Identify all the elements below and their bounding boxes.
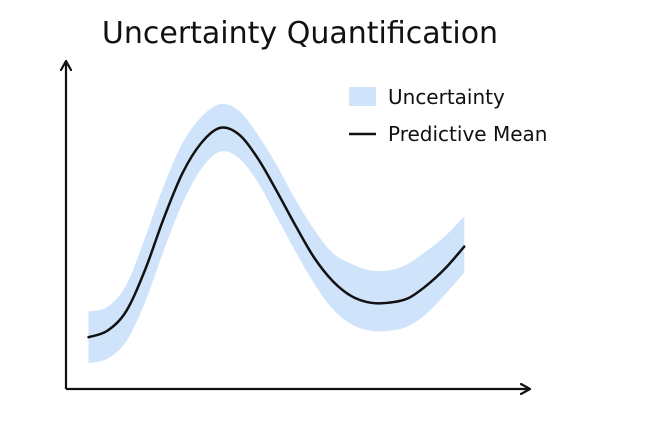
predictive-mean-line: [87, 126, 466, 339]
legend: Uncertainty Predictive Mean: [349, 85, 547, 146]
legend-uncertainty-swatch: [349, 87, 376, 106]
plot-area: [87, 103, 466, 364]
legend-uncertainty-label: Uncertainty: [388, 85, 505, 109]
chart-title: Uncertainty Quantification: [102, 16, 498, 51]
legend-predictive-mean-label: Predictive Mean: [388, 122, 547, 146]
uncertainty-band: [88, 103, 465, 364]
